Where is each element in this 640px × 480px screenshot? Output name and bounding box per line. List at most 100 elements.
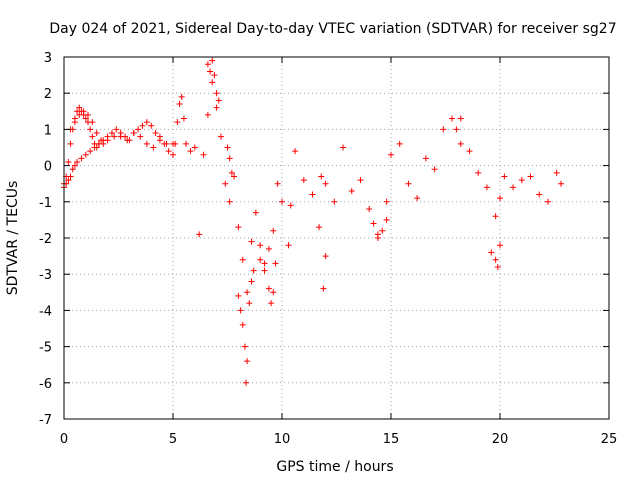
data-point bbox=[108, 130, 115, 137]
data-point bbox=[226, 155, 233, 162]
y-tick-label: 3 bbox=[44, 51, 52, 66]
data-point bbox=[191, 144, 198, 151]
data-point bbox=[187, 148, 194, 155]
data-point bbox=[527, 173, 534, 180]
data-point bbox=[89, 133, 96, 140]
data-point bbox=[536, 191, 543, 198]
data-point bbox=[340, 144, 347, 151]
x-tick-label: 20 bbox=[492, 432, 509, 447]
data-point bbox=[143, 119, 150, 126]
x-tick-label: 25 bbox=[601, 432, 618, 447]
data-point bbox=[475, 169, 482, 176]
x-tick-label: 10 bbox=[274, 432, 291, 447]
data-point bbox=[274, 180, 281, 187]
data-point bbox=[100, 140, 107, 147]
data-point bbox=[217, 133, 224, 140]
data-point bbox=[383, 216, 390, 223]
data-point bbox=[457, 140, 464, 147]
data-point bbox=[228, 169, 235, 176]
grid-lines bbox=[63, 56, 610, 420]
data-point bbox=[501, 173, 508, 180]
data-point bbox=[150, 144, 157, 151]
data-point bbox=[553, 169, 560, 176]
x-axis-label: GPS time / hours bbox=[276, 459, 393, 475]
data-point bbox=[431, 166, 438, 173]
data-point bbox=[488, 249, 495, 256]
data-point bbox=[65, 158, 72, 165]
data-point bbox=[71, 119, 78, 126]
data-point bbox=[235, 292, 242, 299]
data-point bbox=[261, 260, 268, 267]
data-point bbox=[213, 104, 220, 111]
data-point bbox=[213, 90, 220, 97]
y-tick-label: -5 bbox=[39, 341, 52, 356]
y-tick-label: -2 bbox=[39, 232, 52, 247]
data-point bbox=[74, 158, 81, 165]
data-point bbox=[348, 187, 355, 194]
data-point bbox=[322, 180, 329, 187]
data-point bbox=[243, 379, 250, 386]
data-point bbox=[300, 177, 307, 184]
data-point bbox=[492, 213, 499, 220]
y-tick-label: -1 bbox=[39, 196, 52, 211]
data-point bbox=[71, 162, 78, 169]
data-point bbox=[87, 148, 94, 155]
data-point bbox=[207, 68, 214, 75]
data-point bbox=[396, 140, 403, 147]
data-point bbox=[82, 151, 89, 158]
y-tick-label: 0 bbox=[44, 160, 52, 175]
data-point bbox=[165, 148, 172, 155]
data-point bbox=[383, 198, 390, 205]
data-point bbox=[544, 198, 551, 205]
data-point bbox=[265, 245, 272, 252]
data-point bbox=[137, 133, 144, 140]
data-point bbox=[78, 155, 85, 162]
data-point bbox=[91, 144, 98, 151]
data-point bbox=[178, 93, 185, 100]
data-point bbox=[366, 206, 373, 213]
data-point bbox=[231, 173, 238, 180]
data-point bbox=[76, 111, 83, 118]
data-point bbox=[200, 151, 207, 158]
data-point bbox=[257, 256, 264, 263]
data-point bbox=[265, 285, 272, 292]
data-point bbox=[357, 177, 364, 184]
data-point bbox=[440, 126, 447, 133]
data-point bbox=[69, 166, 76, 173]
data-point bbox=[65, 177, 72, 184]
data-point bbox=[124, 137, 131, 144]
data-point bbox=[492, 256, 499, 263]
data-point bbox=[209, 57, 216, 64]
data-point bbox=[82, 115, 89, 122]
data-point bbox=[130, 130, 137, 137]
data-point bbox=[257, 242, 264, 249]
data-point bbox=[272, 260, 279, 267]
data-point bbox=[183, 140, 190, 147]
data-point bbox=[98, 137, 105, 144]
data-point bbox=[405, 180, 412, 187]
data-point bbox=[518, 177, 525, 184]
data-point bbox=[453, 126, 460, 133]
data-point bbox=[510, 184, 517, 191]
data-point bbox=[250, 267, 257, 274]
data-point bbox=[76, 104, 83, 111]
data-point bbox=[67, 140, 74, 147]
data-point bbox=[235, 224, 242, 231]
data-point bbox=[139, 122, 146, 129]
data-point bbox=[331, 198, 338, 205]
y-tick-label: 2 bbox=[44, 87, 52, 102]
data-point bbox=[135, 126, 142, 133]
data-point bbox=[248, 238, 255, 245]
data-point bbox=[170, 140, 176, 147]
data-point bbox=[93, 130, 100, 137]
data-point bbox=[279, 198, 285, 205]
y-tick-label: -4 bbox=[39, 304, 52, 319]
x-tick-label: 5 bbox=[169, 432, 177, 447]
data-point bbox=[241, 343, 248, 350]
data-point bbox=[270, 227, 277, 234]
data-point bbox=[152, 130, 159, 137]
data-point bbox=[239, 256, 246, 263]
data-points bbox=[61, 57, 565, 386]
data-point bbox=[466, 148, 473, 155]
